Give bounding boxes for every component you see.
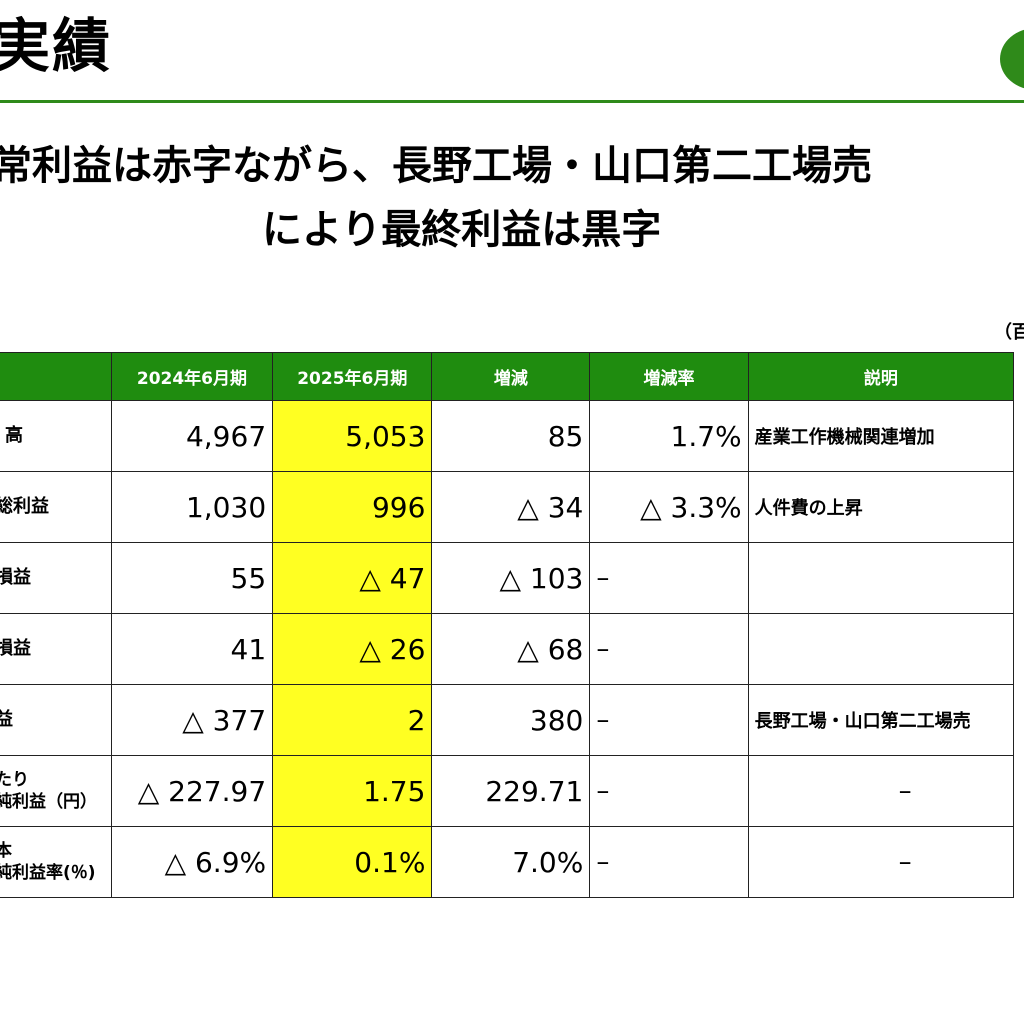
cell-rate: – (589, 613, 749, 685)
cell-change: △ 68 (431, 613, 591, 685)
cell-change: △ 34 (431, 471, 591, 543)
title-divider (0, 100, 1024, 103)
cell-change: 7.0% (431, 826, 591, 898)
cell-fy2024: 1,030 (110, 471, 274, 543)
table-row: 益 △ 377 2 380 – 長野工場・山口第二工場売 (0, 684, 1015, 756)
cell-rate: – (589, 684, 749, 756)
row-label: 高 (0, 400, 112, 472)
cell-fy2024: 55 (110, 542, 274, 614)
table-row: 本 純利益率(％) △ 6.9% 0.1% 7.0% – – (0, 826, 1015, 898)
cell-note: 人件費の上昇 (747, 471, 1015, 543)
column-header-change: 増減 (431, 352, 591, 401)
page-title: 実績 (0, 12, 113, 80)
cell-fy2024: △ 227.97 (110, 755, 274, 827)
cell-fy2024: △ 377 (110, 684, 274, 756)
cell-fy2025: △ 26 (272, 613, 433, 685)
column-header-item (0, 352, 112, 401)
row-label: 総利益 (0, 471, 112, 543)
table-row: たり 純利益（円） △ 227.97 1.75 229.71 – – (0, 755, 1015, 827)
cell-rate: – (589, 826, 749, 898)
table-row: 損益 55 △ 47 △ 103 – (0, 542, 1015, 614)
cell-note: 産業工作機械関連増加 (747, 400, 1015, 472)
column-header-rate: 増減率 (589, 352, 749, 401)
cell-note: – (747, 826, 1015, 898)
row-label: 益 (0, 684, 112, 756)
results-table: 2024年6月期 2025年6月期 増減 増減率 説明 高 4,967 5,05… (0, 352, 1015, 898)
cell-fy2024: 41 (110, 613, 274, 685)
table-header-row: 2024年6月期 2025年6月期 増減 増減率 説明 (0, 352, 1015, 401)
table-row: 高 4,967 5,053 85 1.7% 産業工作機械関連増加 (0, 400, 1015, 472)
cell-change: 85 (431, 400, 591, 472)
headline-line-2: により最終利益は黒字 (262, 207, 662, 253)
row-label: 損益 (0, 542, 112, 614)
cell-change: △ 103 (431, 542, 591, 614)
cell-fy2025: △ 47 (272, 542, 433, 614)
cell-note: – (747, 755, 1015, 827)
cell-note: 長野工場・山口第二工場売 (747, 684, 1015, 756)
cell-fy2025: 0.1% (272, 826, 433, 898)
cell-fy2024: 4,967 (110, 400, 274, 472)
cell-change: 229.71 (431, 755, 591, 827)
cell-fy2025: 996 (272, 471, 433, 543)
column-header-fy2025: 2025年6月期 (272, 352, 433, 401)
cell-rate: – (589, 755, 749, 827)
row-label: たり 純利益（円） (0, 755, 112, 827)
brand-logo-circle (1000, 28, 1024, 90)
column-header-note: 説明 (747, 352, 1015, 401)
row-label: 損益 (0, 613, 112, 685)
cell-change: 380 (431, 684, 591, 756)
cell-fy2024: △ 6.9% (110, 826, 274, 898)
cell-fy2025: 2 (272, 684, 433, 756)
row-label: 本 純利益率(％) (0, 826, 112, 898)
table-row: 総利益 1,030 996 △ 34 △ 3.3% 人件費の上昇 (0, 471, 1015, 543)
cell-rate: △ 3.3% (589, 471, 749, 543)
cell-note (747, 542, 1015, 614)
table-row: 損益 41 △ 26 △ 68 – (0, 613, 1015, 685)
cell-note (747, 613, 1015, 685)
headline-line-1: 常利益は赤字ながら、長野工場・山口第二工場売 (0, 143, 872, 189)
cell-rate: – (589, 542, 749, 614)
unit-note: （百 (994, 322, 1024, 343)
cell-fy2025: 1.75 (272, 755, 433, 827)
column-header-fy2024: 2024年6月期 (110, 352, 274, 401)
cell-fy2025: 5,053 (272, 400, 433, 472)
cell-rate: 1.7% (589, 400, 749, 472)
